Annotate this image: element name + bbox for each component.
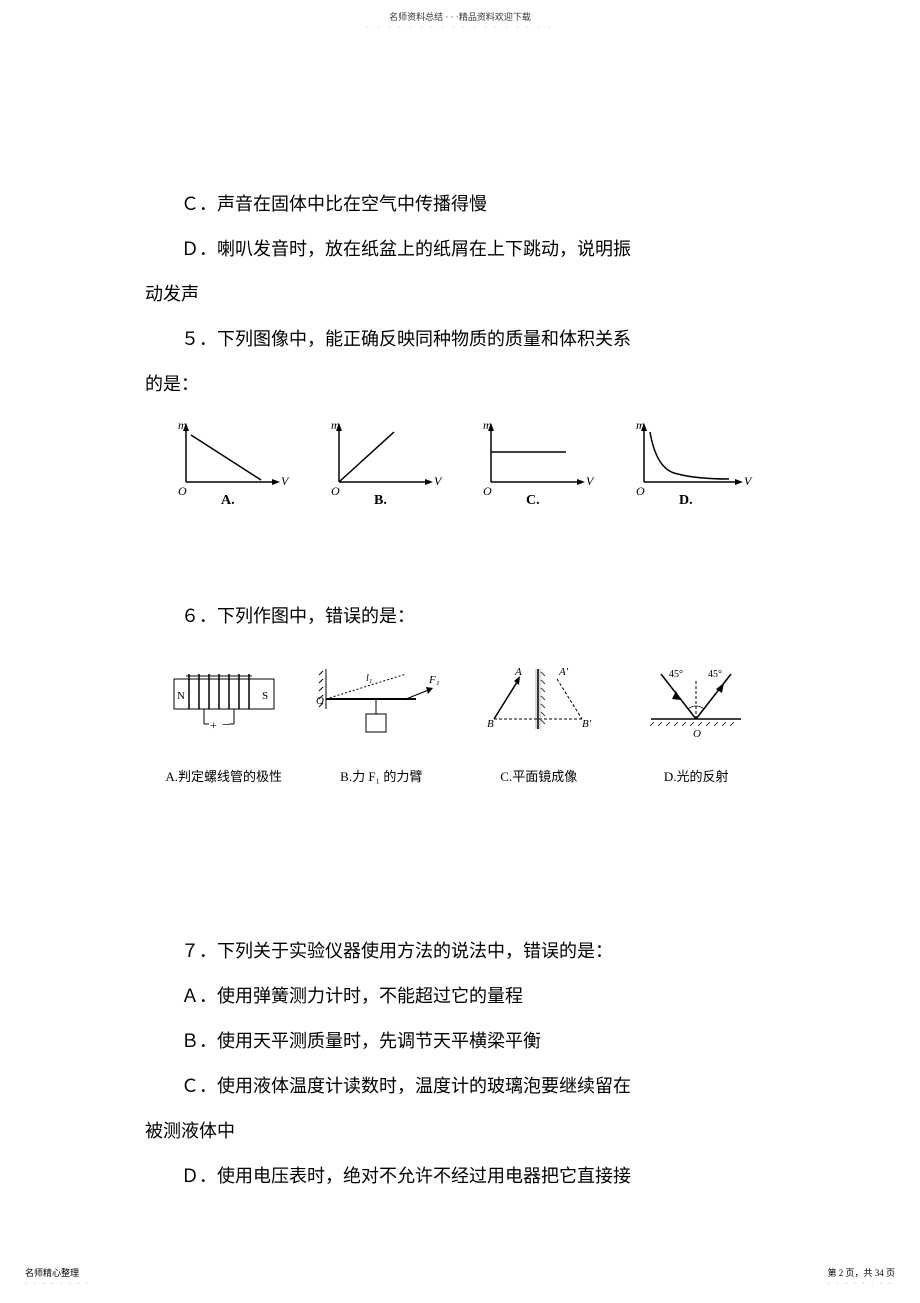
footer-right: 第 2 页，共 34 页 · · · · · · · · bbox=[827, 1266, 895, 1288]
diagram-b-caption: B.力 F₁ 的力臂 bbox=[303, 761, 461, 794]
diagrams-row: N S + − A.判定螺线管的极性 bbox=[145, 659, 775, 794]
svg-text:O: O bbox=[316, 695, 324, 707]
footer-left: 名师精心整理 · · · · · · · · bbox=[25, 1266, 90, 1288]
svg-text:l₁: l₁ bbox=[366, 673, 372, 684]
axis-label-v: V bbox=[281, 474, 290, 488]
diagram-d-caption: D.光的反射 bbox=[618, 761, 776, 794]
svg-text:O: O bbox=[636, 484, 645, 498]
svg-text:+: + bbox=[210, 718, 217, 732]
option-c7-line1: Ｃ．使用液体温度计读数时，温度计的玻璃泡要继续留在 bbox=[145, 1064, 775, 1109]
diagram-a: N S + − A.判定螺线管的极性 bbox=[145, 659, 303, 794]
graph-label-c: C. bbox=[526, 493, 540, 507]
svg-text:V: V bbox=[434, 474, 443, 488]
option-d4-line2: 动发声 bbox=[145, 272, 775, 317]
svg-text:F₁: F₁ bbox=[428, 674, 440, 686]
graph-c: m O V C. bbox=[460, 417, 613, 524]
main-content: Ｃ．声音在固体中比在空气中传播得慢 Ｄ．喇叭发音时，放在纸盆上的纸屑在上下跳动，… bbox=[0, 32, 920, 1199]
svg-text:−: − bbox=[222, 718, 230, 733]
svg-text:A: A bbox=[514, 666, 522, 678]
graph-label-d: D. bbox=[679, 493, 693, 507]
footer-right-dots: · · · · · · · · bbox=[827, 1279, 895, 1288]
graphs-row: m O V A. m O V B. bbox=[145, 417, 775, 524]
diagram-a-caption: A.判定螺线管的极性 bbox=[145, 761, 303, 794]
header-text: 名师资料总结 · · ·精品资料欢迎下载 bbox=[0, 10, 920, 23]
option-d7: Ｄ．使用电压表时，绝对不允许不经过用电器把它直接接 bbox=[145, 1154, 775, 1199]
question-5-cont: 的是： bbox=[145, 362, 775, 407]
svg-text:N: N bbox=[177, 690, 185, 702]
svg-text:45°: 45° bbox=[669, 669, 683, 680]
diagram-c-caption: C.平面镜成像 bbox=[460, 761, 618, 794]
svg-text:O: O bbox=[693, 728, 701, 739]
svg-text:V: V bbox=[586, 474, 595, 488]
graph-a: m O V A. bbox=[155, 417, 308, 524]
svg-text:O: O bbox=[483, 484, 492, 498]
svg-text:V: V bbox=[744, 474, 753, 488]
option-d4-line1: Ｄ．喇叭发音时，放在纸盆上的纸屑在上下跳动，说明振 bbox=[145, 227, 775, 272]
svg-text:B: B bbox=[487, 718, 494, 730]
option-b7: Ｂ．使用天平测质量时，先调节天平横梁平衡 bbox=[145, 1019, 775, 1064]
graph-label-b: B. bbox=[374, 493, 387, 507]
question-6: ６．下列作图中，错误的是： bbox=[145, 594, 775, 639]
option-c7-line2: 被测液体中 bbox=[145, 1109, 775, 1154]
diagram-b: O F₁ l₁ B.力 F₁ 的力臂 bbox=[303, 659, 461, 794]
option-a7: Ａ．使用弹簧测力计时，不能超过它的量程 bbox=[145, 974, 775, 1019]
footer-left-dots: · · · · · · · · bbox=[25, 1279, 90, 1288]
option-c4: Ｃ．声音在固体中比在空气中传播得慢 bbox=[145, 182, 775, 227]
question-7: ７．下列关于实验仪器使用方法的说法中，错误的是： bbox=[145, 929, 775, 974]
graph-b: m O V B. bbox=[308, 417, 461, 524]
svg-text:A': A' bbox=[558, 666, 569, 678]
page-header: 名师资料总结 · · ·精品资料欢迎下载 · · · · · · · · · ·… bbox=[0, 0, 920, 32]
graph-d: m O V D. bbox=[613, 417, 766, 524]
diagram-d: 45° 45° O D.光的反射 bbox=[618, 659, 776, 794]
diagram-c: A B A' B' C.平面镜成像 bbox=[460, 659, 618, 794]
axis-label-o: O bbox=[178, 484, 187, 498]
footer-left-text: 名师精心整理 bbox=[25, 1266, 90, 1279]
footer-right-text: 第 2 页，共 34 页 bbox=[827, 1266, 895, 1279]
question-5: ５．下列图像中，能正确反映同种物质的质量和体积关系 bbox=[145, 317, 775, 362]
header-dots: · · · · · · · · · · · · · · · · · · bbox=[0, 23, 920, 32]
svg-text:S: S bbox=[262, 690, 268, 702]
svg-text:B': B' bbox=[582, 718, 592, 730]
svg-text:O: O bbox=[331, 484, 340, 498]
svg-text:45°: 45° bbox=[708, 669, 722, 680]
graph-label-a: A. bbox=[221, 493, 235, 507]
